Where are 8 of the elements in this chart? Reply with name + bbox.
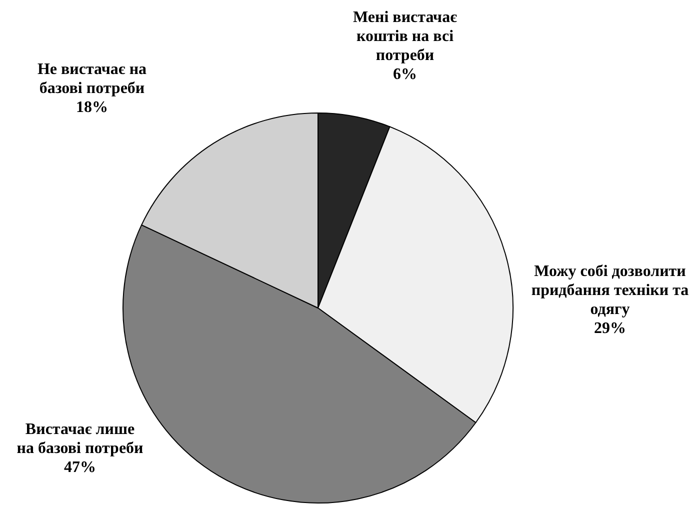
data-label: 6% — [393, 66, 417, 83]
slice-label: Мені вистачає коштів на всі потреби — [353, 9, 458, 64]
slice-label: Можу собі дозволити придбання техніки та одягу — [531, 263, 689, 318]
data-label: 29% — [594, 320, 626, 337]
slice-label: Вистачає лише на базові потреби — [16, 421, 144, 457]
data-label: 18% — [76, 99, 108, 116]
slice-label: Не вистачає на базові потреби — [37, 61, 147, 97]
data-label: 47% — [64, 459, 96, 476]
